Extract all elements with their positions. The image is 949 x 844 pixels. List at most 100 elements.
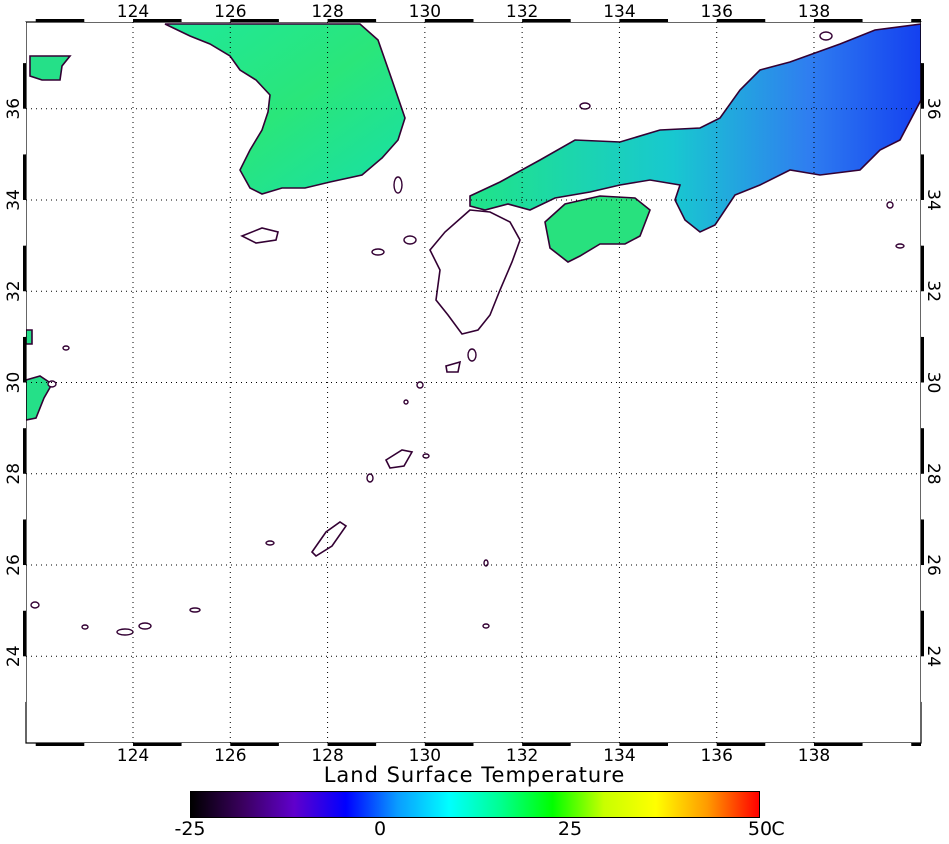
frame-scale-segment [619, 743, 669, 746]
frame-scale-segment [23, 428, 26, 474]
map-title: Land Surface Temperature [323, 763, 626, 787]
frame-scale-segment [862, 743, 912, 746]
frame-scale-segment [619, 19, 669, 22]
frame-scale-segment [813, 19, 863, 22]
jeju-island [240, 227, 279, 244]
latitude-label-left: 30 [4, 372, 24, 394]
frame-scale-segment [230, 19, 279, 22]
frame-scale-segment [921, 108, 924, 155]
frame-scale-segment [765, 19, 814, 22]
frame-scale-segment [23, 336, 26, 383]
frame-scale-segment [278, 743, 328, 746]
frame-scale-segment [376, 19, 425, 22]
latitude-label-left: 26 [4, 554, 24, 576]
frame-scale-segment [181, 743, 231, 746]
frame-scale-segment [522, 19, 571, 22]
frame-scale-segment [327, 743, 377, 746]
longitude-label-bottom: 130 [409, 746, 441, 766]
frame-scale-segment [35, 743, 85, 746]
frame-scale-segment [911, 743, 921, 746]
frame-scale-segment [921, 382, 924, 429]
latitude-label-right: 34 [923, 189, 943, 211]
frame-scale-segment [813, 743, 863, 746]
longitude-label-top: 130 [409, 2, 441, 22]
latitude-label-left: 36 [4, 98, 24, 120]
korea-peninsula [164, 23, 406, 195]
china-coast-fragment [29, 55, 72, 81]
latitude-label-left: 32 [4, 280, 24, 302]
frame-scale-segment [473, 19, 523, 22]
longitude-label-bottom: 136 [700, 746, 732, 766]
longitude-label-top: 136 [700, 2, 732, 22]
honshu-west [469, 23, 922, 233]
frame-scale-segment [327, 19, 377, 22]
longitude-label-bottom: 128 [311, 746, 343, 766]
grid-lines [26, 22, 921, 743]
frame-scale-segment [23, 656, 26, 702]
frame-scale-segment [23, 382, 26, 429]
frame-scale-segment [23, 63, 26, 109]
latitude-label-left: 24 [4, 645, 24, 667]
taiwan-north-fragment [25, 329, 33, 345]
frame-scale-segment [765, 743, 814, 746]
frame-scale-segment [23, 108, 26, 155]
longitude-label-bottom: 124 [117, 746, 149, 766]
tick-labels: 124 124 126 126 128 128 130 130 132 132 134 134 136 1… [4, 2, 943, 766]
latitude-label-right: 32 [923, 280, 943, 302]
frame-scale-segment [424, 19, 474, 22]
frame-scale-segment [921, 473, 924, 520]
frame-scale-segment [921, 154, 924, 200]
frame-scale-segment [921, 22, 924, 64]
kyushu [429, 209, 521, 335]
latitude-label-right: 24 [923, 645, 943, 667]
land-areas [25, 23, 922, 558]
colorbar [190, 791, 760, 818]
longitude-label-top: 128 [311, 2, 343, 22]
frame-scale-segment [921, 63, 924, 109]
frame-scale-segment [35, 19, 85, 22]
frame-scale-segment [278, 19, 328, 22]
frame-scale-segment [133, 743, 182, 746]
okinawa-island [310, 521, 348, 558]
frame-scale-segment [862, 19, 912, 22]
frame-scale-segment [921, 199, 924, 246]
frame-scale-segment [668, 743, 717, 746]
tanegashima-yakushima [445, 360, 462, 373]
longitude-label-bottom: 138 [798, 746, 830, 766]
colorbar-tick-label: 0 [373, 818, 387, 840]
longitude-label-top: 138 [798, 2, 830, 22]
colorbar-tick-label: -25 [174, 818, 206, 840]
frame-scale-segment [23, 199, 26, 246]
frame-scale-segment [84, 743, 134, 746]
longitude-label-top: 132 [506, 2, 538, 22]
frame-scale [23, 19, 924, 746]
longitude-label-top: 126 [214, 2, 246, 22]
frame-scale-segment [376, 743, 425, 746]
latitude-label-right: 30 [923, 372, 943, 394]
frame-scale-segment [181, 19, 231, 22]
frame-scale-segment [921, 519, 924, 566]
longitude-label-top: 124 [117, 2, 149, 22]
latitude-label-right: 36 [923, 98, 943, 120]
longitude-label-bottom: 132 [506, 746, 538, 766]
frame-scale-segment [133, 19, 182, 22]
frame-scale-segment [23, 565, 26, 611]
frame-scale-segment [921, 656, 924, 702]
frame-scale-segment [473, 743, 523, 746]
colorbar-tick-label: 25 [557, 818, 583, 840]
frame-scale-segment [23, 245, 26, 292]
frame-scale-segment [23, 22, 26, 64]
longitude-label-top: 134 [603, 2, 635, 22]
amami-island [384, 449, 414, 469]
latitude-label-right: 26 [923, 554, 943, 576]
frame-scale-segment [23, 154, 26, 200]
latitude-label-left: 28 [4, 463, 24, 485]
frame-scale-segment [921, 336, 924, 383]
frame-scale-segment [230, 743, 279, 746]
frame-scale-segment [921, 610, 924, 657]
longitude-label-bottom: 126 [214, 746, 246, 766]
latitude-label-right: 28 [923, 463, 943, 485]
shikoku [544, 195, 651, 263]
frame-scale-segment [911, 19, 921, 22]
